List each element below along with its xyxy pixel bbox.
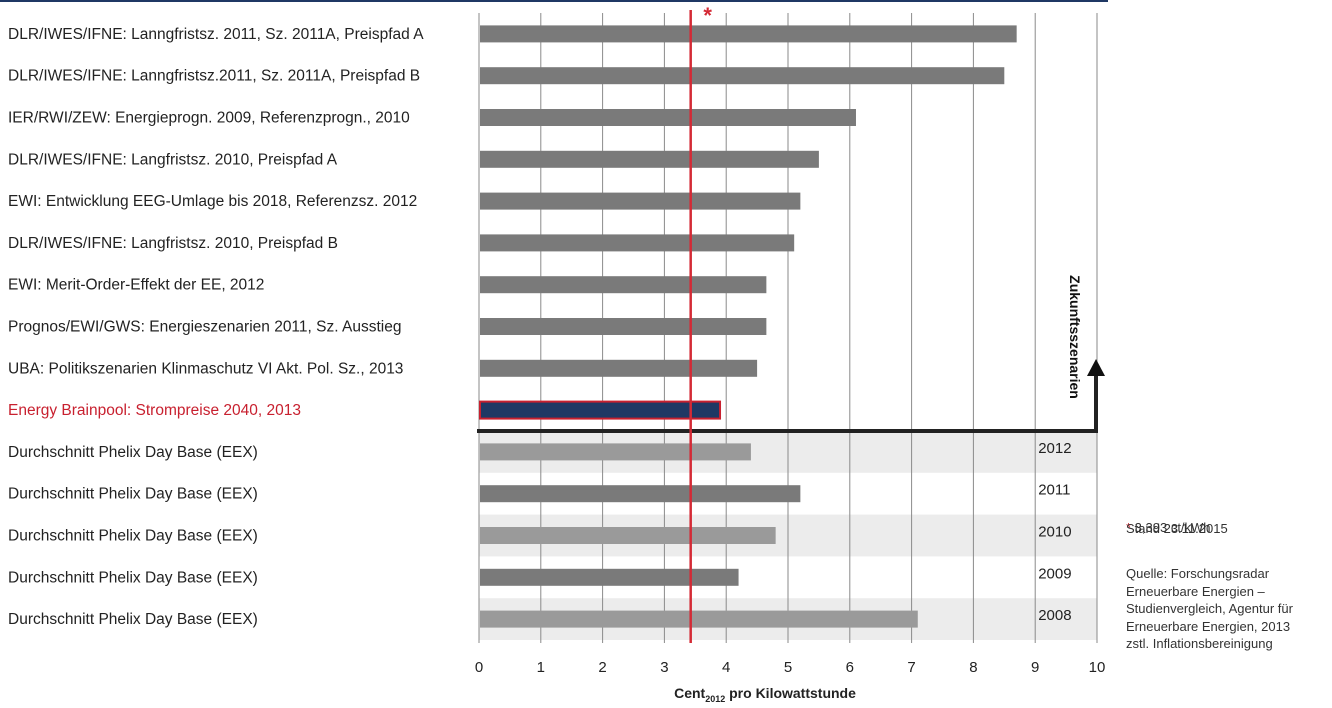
bar bbox=[480, 150, 819, 168]
bar bbox=[480, 192, 801, 210]
category-label: IER/RWI/ZEW: Energieprogn. 2009, Referen… bbox=[8, 110, 410, 127]
category-label: DLR/IWES/IFNE: Lanngfristsz. 2011, Sz. 2… bbox=[8, 26, 424, 43]
bar bbox=[480, 610, 918, 628]
category-label: Durchschnitt Phelix Day Base (EEX) bbox=[8, 611, 258, 628]
category-label: DLR/IWES/IFNE: Lanngfristsz.2011, Sz. 20… bbox=[8, 68, 420, 85]
year-label: 2010 bbox=[1038, 524, 1071, 541]
bracket-label: Zukunftsszenarien bbox=[1067, 275, 1083, 399]
category-label: UBA: Politikszenarien Klinmaschutz VI Ak… bbox=[8, 360, 403, 377]
category-label: DLR/IWES/IFNE: Langfristsz. 2010, Preisp… bbox=[8, 235, 338, 252]
bar bbox=[480, 234, 795, 252]
highlight-bar bbox=[479, 400, 722, 420]
category-label: EWI: Merit-Order-Effekt der EE, 2012 bbox=[8, 277, 264, 294]
reference-star: * bbox=[1126, 519, 1132, 535]
x-tick-label: 6 bbox=[846, 659, 854, 676]
bar bbox=[480, 318, 767, 335]
category-label: Prognos/EWI/GWS: Energieszenarien 2011, … bbox=[8, 319, 401, 336]
category-label: Durchschnitt Phelix Day Base (EEX) bbox=[8, 444, 258, 461]
x-tick-label: 3 bbox=[660, 659, 668, 676]
future-scenarios-bracket: Zukunftsszenarien bbox=[477, 275, 1105, 433]
reference-price: 3,393 ct/kWh bbox=[1131, 519, 1211, 535]
category-label: Durchschnitt Phelix Day Base (EEX) bbox=[8, 486, 258, 503]
x-tick-label: 1 bbox=[537, 659, 545, 676]
x-tick-label: 5 bbox=[784, 659, 792, 676]
bar bbox=[480, 485, 801, 503]
year-label: 2008 bbox=[1038, 607, 1071, 624]
x-tick-label: 0 bbox=[475, 659, 483, 676]
bar bbox=[480, 276, 767, 294]
bar bbox=[480, 359, 758, 377]
category-label: Durchschnitt Phelix Day Base (EEX) bbox=[8, 528, 258, 545]
reference-marker: * bbox=[703, 3, 712, 28]
category-label: Energy Brainpool: Strompreise 2040, 2013 bbox=[8, 402, 301, 419]
bar bbox=[480, 527, 776, 544]
reference-line-group: * bbox=[689, 3, 712, 643]
year-labels: 2012 2011 2010 2009 2008 bbox=[1038, 440, 1071, 624]
bar bbox=[480, 25, 1017, 43]
bars bbox=[479, 25, 1017, 628]
x-tick-label: 2 bbox=[598, 659, 606, 676]
category-label: DLR/IWES/IFNE: Langfristsz. 2010, Preisp… bbox=[8, 151, 338, 168]
year-label: 2009 bbox=[1038, 565, 1071, 582]
category-label: Durchschnitt Phelix Day Base (EEX) bbox=[8, 569, 258, 586]
bar bbox=[480, 67, 1005, 85]
category-labels: DLR/IWES/IFNE: Lanngfristsz. 2011, Sz. 2… bbox=[8, 26, 424, 628]
x-tick-label: 8 bbox=[969, 659, 977, 676]
category-label: EWI: Entwicklung EEG-Umlage bis 2018, Re… bbox=[8, 193, 417, 210]
source-note: Quelle: Forschungsradar Erneuerbare Ener… bbox=[1126, 566, 1293, 651]
bar bbox=[480, 443, 751, 461]
reference-date-note: Stand 23.11.2015 bbox=[1126, 521, 1228, 536]
year-label: 2011 bbox=[1038, 482, 1070, 499]
x-tick-label: 7 bbox=[907, 659, 915, 676]
bar bbox=[480, 568, 739, 586]
year-label: 2012 bbox=[1038, 440, 1071, 457]
reference-price-note: * 3,393 ct/kWh bbox=[1126, 501, 1211, 536]
x-axis-title: Cent2012 pro Kilowattstunde bbox=[674, 685, 856, 704]
x-tick-label: 4 bbox=[722, 659, 730, 676]
bar bbox=[480, 109, 856, 126]
x-tick-label: 9 bbox=[1031, 659, 1039, 676]
x-tick-labels: 0 1 2 3 4 5 6 7 8 9 10 bbox=[475, 659, 1106, 676]
arrow-up-icon bbox=[1087, 359, 1105, 376]
x-tick-label: 10 bbox=[1089, 659, 1106, 676]
